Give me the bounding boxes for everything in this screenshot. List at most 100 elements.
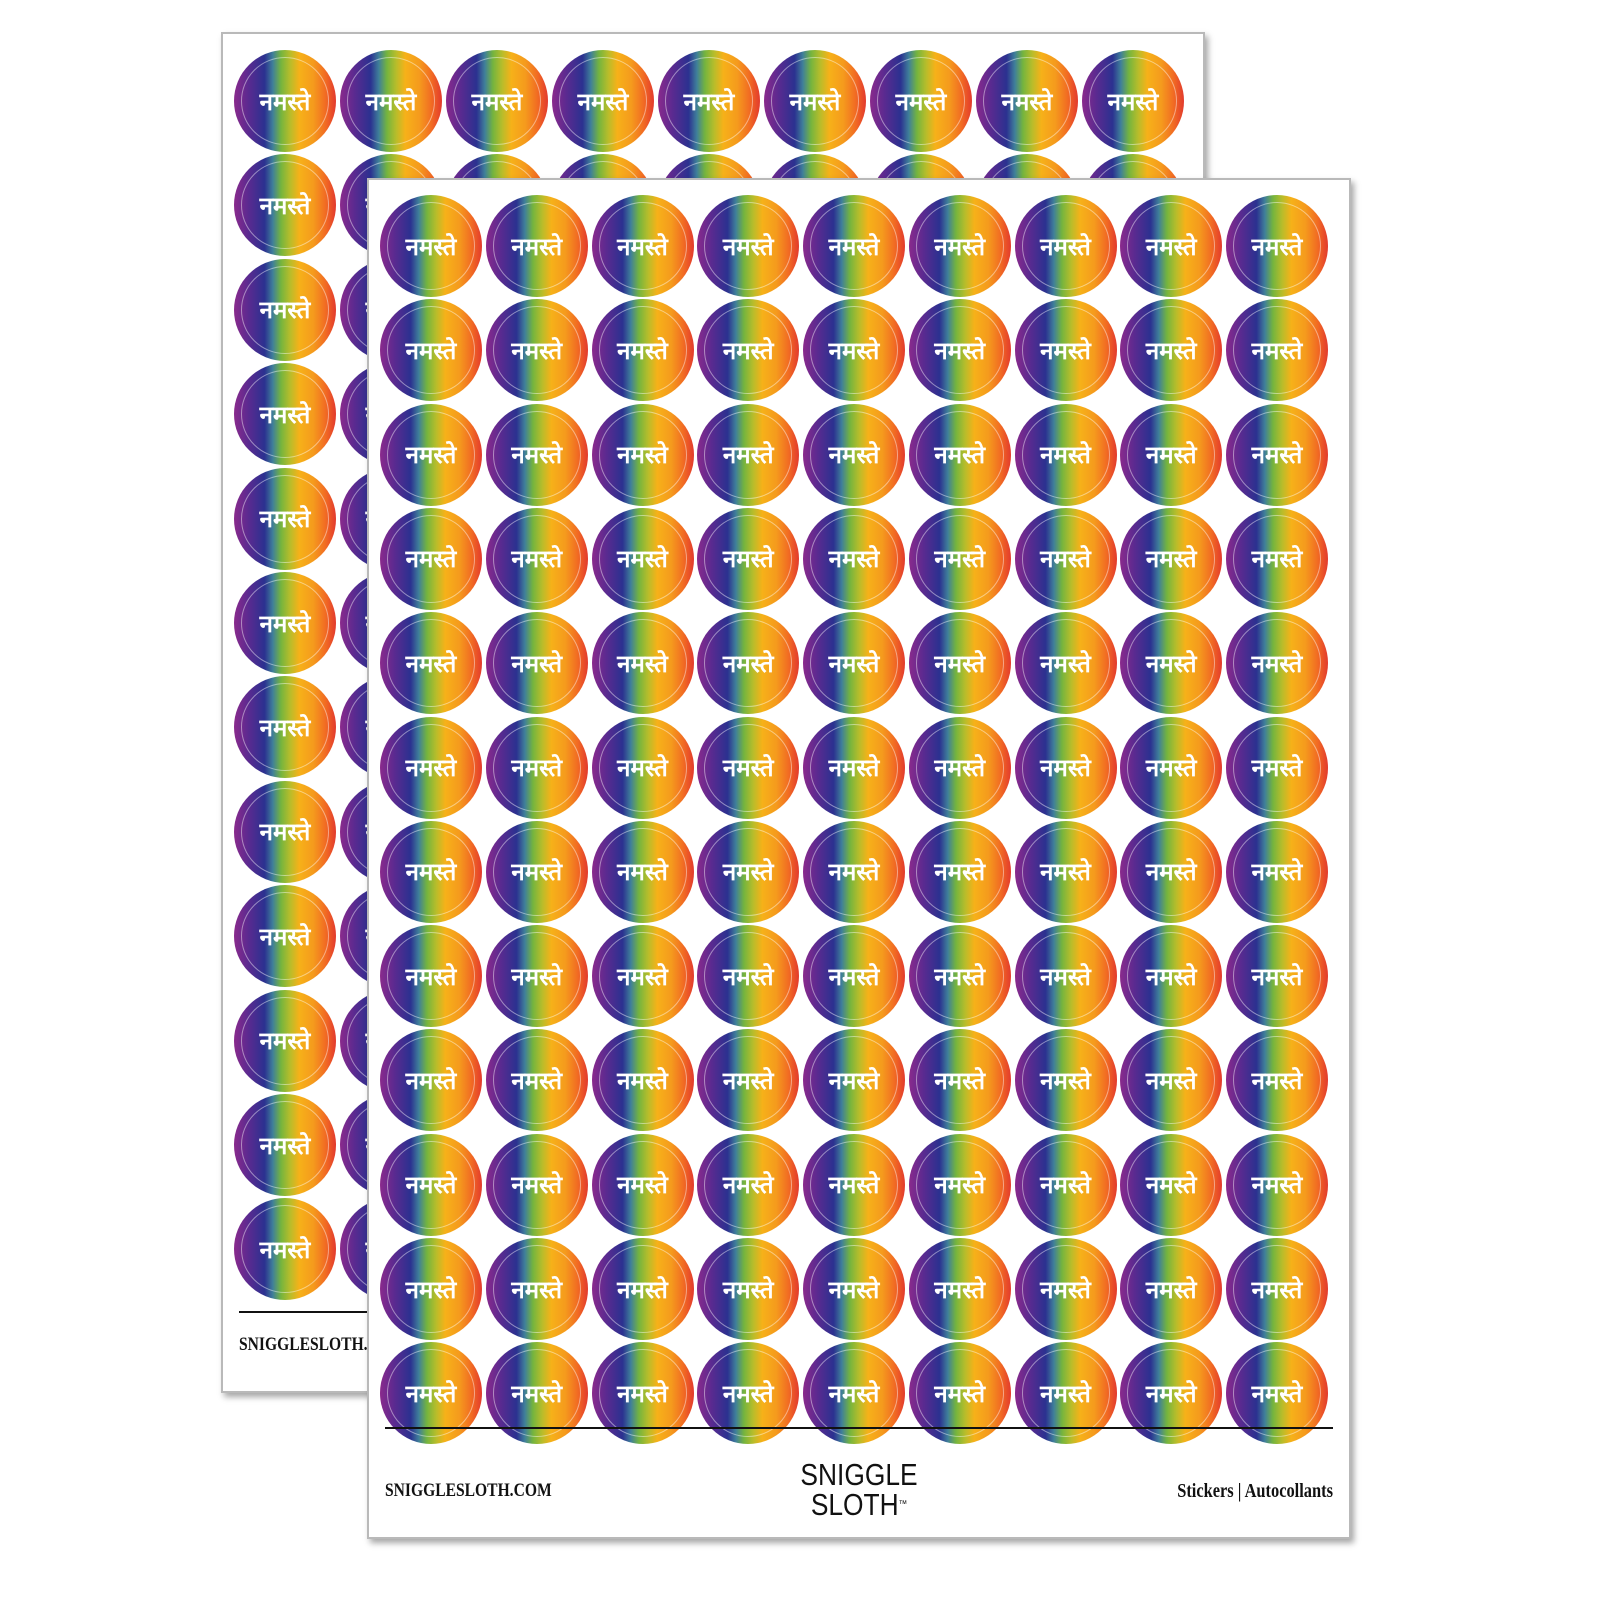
sticker: नमस्ते (1226, 925, 1328, 1028)
sticker: नमस्ते (380, 299, 482, 402)
sticker: नमस्ते (803, 507, 905, 610)
sticker: नमस्ते (803, 612, 905, 715)
sticker: नमस्ते (1120, 820, 1223, 923)
sticker: नमस्ते (1226, 820, 1328, 923)
sticker: नमस्ते (591, 507, 694, 610)
sticker: नमस्ते (234, 258, 336, 361)
sticker: नमस्ते (1226, 716, 1328, 819)
sticker: नमस्ते (697, 403, 800, 506)
sticker: नमस्ते (485, 299, 588, 402)
sticker: नमस्ते (1226, 1133, 1328, 1236)
sticker: नमस्ते (908, 403, 1011, 506)
sticker: नमस्ते (803, 195, 905, 297)
sticker: नमस्ते (908, 507, 1011, 610)
sticker: नमस्ते (380, 195, 482, 297)
sticker: नमस्ते (591, 1238, 694, 1340)
sticker: नमस्ते (976, 50, 1078, 152)
sticker: नमस्ते (697, 299, 800, 402)
sticker: नमस्ते (591, 1029, 694, 1132)
sticker: नमस्ते (591, 1133, 694, 1236)
sticker: नमस्ते (552, 50, 654, 152)
sticker: नमस्ते (908, 1133, 1011, 1236)
sticker: नमस्ते (1226, 1238, 1328, 1340)
sticker: नमस्ते (1226, 299, 1328, 402)
sticker: नमस्ते (908, 716, 1011, 819)
sticker: नमस्ते (591, 820, 694, 923)
sticker: नमस्ते (697, 925, 800, 1028)
sticker: नमस्ते (1120, 1133, 1223, 1236)
sticker: नमस्ते (234, 1198, 336, 1301)
sticker: नमस्ते (446, 50, 548, 152)
footer-divider (385, 1427, 1333, 1429)
sticker: नमस्ते (908, 1238, 1011, 1340)
sniggle-sloth-logo: SNIGGLE SLOTH™ (787, 1457, 932, 1522)
sticker: नमस्ते (803, 299, 905, 402)
logo-line-1: SNIGGLE (800, 1457, 918, 1492)
website-label: SNIGGLESLOTH.C (239, 1334, 379, 1355)
sticker: नमस्ते (1014, 403, 1117, 506)
sticker: नमस्ते (1120, 1029, 1223, 1132)
sticker: नमस्ते (234, 989, 336, 1092)
sticker: नमस्ते (1014, 195, 1117, 297)
sticker: नमस्ते (380, 925, 482, 1028)
sticker: नमस्ते (485, 403, 588, 506)
sticker: नमस्ते (803, 820, 905, 923)
sticker: नमस्ते (591, 299, 694, 402)
sticker: नमस्ते (870, 50, 972, 152)
sticker: नमस्ते (485, 507, 588, 610)
sticker: नमस्ते (1120, 403, 1223, 506)
sticker: नमस्ते (1014, 820, 1117, 923)
sticker: नमस्ते (1014, 1238, 1117, 1340)
sticker: नमस्ते (697, 1133, 800, 1236)
sticker: नमस्ते (1120, 1238, 1223, 1340)
sticker: नमस्ते (380, 1029, 482, 1132)
sticker: नमस्ते (697, 716, 800, 819)
sticker: नमस्ते (485, 820, 588, 923)
sticker: नमस्ते (234, 467, 336, 570)
sticker: नमस्ते (658, 50, 760, 152)
sticker: नमस्ते (697, 1238, 800, 1340)
sticker: नमस्ते (697, 820, 800, 923)
sticker: नमस्ते (234, 363, 336, 466)
trademark: ™ (898, 1499, 908, 1510)
logo-line-2: SLOTH (810, 1487, 899, 1522)
sticker: नमस्ते (803, 1238, 905, 1340)
sticker: नमस्ते (1120, 507, 1223, 610)
sticker: नमस्ते (380, 403, 482, 506)
sticker: नमस्ते (485, 716, 588, 819)
front-sticker-sheet: नमस्ते नमस्ते नमस्ते नमस्ते नमस्ते नमस्ते नमस्… (367, 178, 1351, 1539)
sticker: नमस्ते (234, 572, 336, 674)
sticker: नमस्ते (485, 1029, 588, 1132)
sticker: नमस्ते (1014, 1029, 1117, 1132)
sticker: नमस्ते (234, 676, 336, 779)
sticker: नमस्ते (1226, 612, 1328, 715)
sticker: नमस्ते (485, 1133, 588, 1236)
sticker: नमस्ते (908, 925, 1011, 1028)
sticker: नमस्ते (591, 925, 694, 1028)
sticker: नमस्ते (340, 50, 442, 152)
sticker: नमस्ते (234, 154, 336, 257)
sticker: नमस्ते (1226, 1029, 1328, 1132)
sticker: नमस्ते (1226, 507, 1328, 610)
tagline: Stickers | Autocollants (1177, 1480, 1333, 1502)
sticker: नमस्ते (697, 1029, 800, 1132)
sticker: नमस्ते (485, 612, 588, 715)
sticker: नमस्ते (234, 50, 336, 152)
sticker: नमस्ते (380, 507, 482, 610)
sticker: नमस्ते (697, 612, 800, 715)
sticker: नमस्ते (380, 820, 482, 923)
sticker: नमस्ते (380, 1133, 482, 1236)
sticker: नमस्ते (485, 1238, 588, 1340)
sticker: नमस्ते (908, 299, 1011, 402)
sticker: नमस्ते (591, 195, 694, 297)
sticker: नमस्ते (697, 195, 800, 297)
sticker: नमस्ते (1082, 50, 1184, 152)
sticker: नमस्ते (380, 716, 482, 819)
sticker: नमस्ते (485, 925, 588, 1028)
website-label: SNIGGLESLOTH.COM (385, 1480, 552, 1501)
sticker: नमस्ते (591, 403, 694, 506)
sticker: नमस्ते (764, 50, 866, 152)
sticker: नमस्ते (908, 612, 1011, 715)
sticker: नमस्ते (485, 195, 588, 297)
sticker: नमस्ते (1014, 299, 1117, 402)
